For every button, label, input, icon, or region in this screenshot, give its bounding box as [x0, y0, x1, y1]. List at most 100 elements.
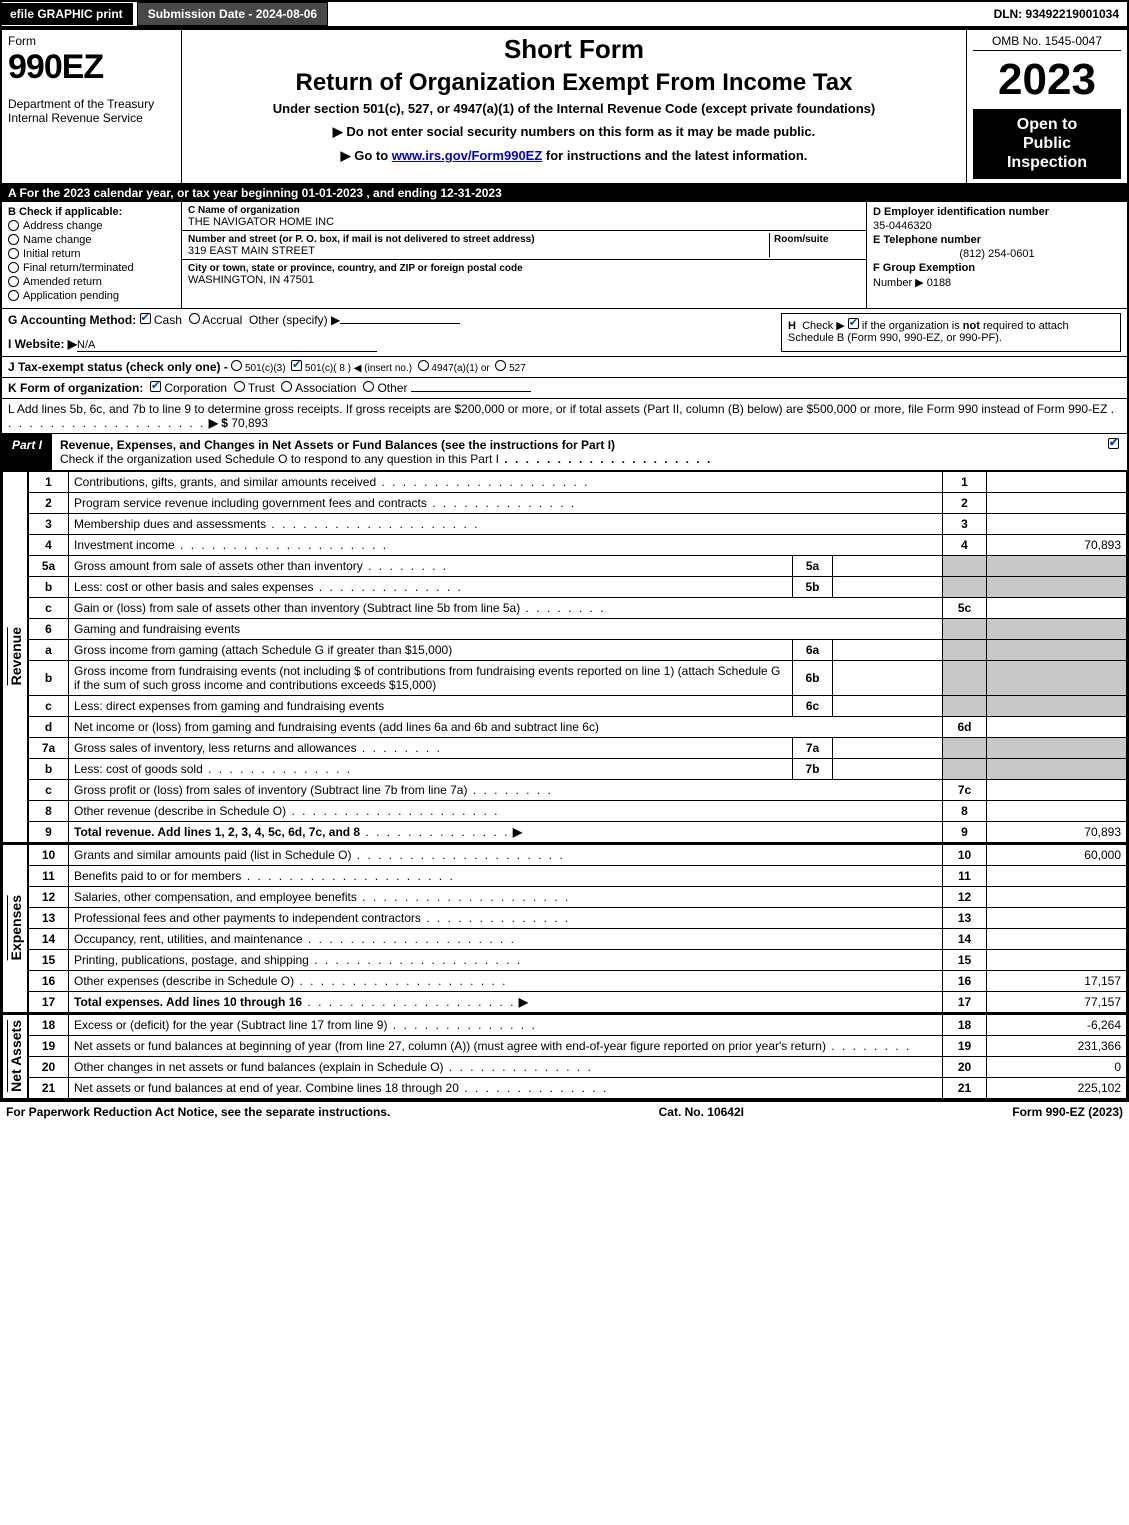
- chk-cash[interactable]: [140, 313, 151, 324]
- line21-value: 225,102: [987, 1077, 1127, 1098]
- section-b-title: B Check if applicable:: [8, 206, 175, 218]
- open-line1: Open to: [1017, 116, 1077, 133]
- instr2-pre: ▶ Go to: [341, 148, 392, 163]
- chk-name-change[interactable]: [8, 234, 19, 245]
- header-left: Form 990EZ Department of the Treasury In…: [2, 30, 182, 183]
- chk-association[interactable]: [281, 381, 292, 392]
- page-footer: For Paperwork Reduction Act Notice, see …: [0, 1102, 1129, 1122]
- open-line2: Public: [1023, 135, 1071, 152]
- street-label: Number and street (or P. O. box, if mail…: [188, 234, 535, 245]
- line16-value: 17,157: [987, 970, 1127, 991]
- opt-corporation: Corporation: [164, 381, 227, 395]
- chk-501c[interactable]: [291, 360, 302, 371]
- city-value: WASHINGTON, IN 47501: [188, 274, 314, 286]
- line19-value: 231,366: [987, 1035, 1127, 1056]
- opt-address-change: Address change: [23, 220, 103, 232]
- f-label2: Number ▶: [873, 277, 924, 289]
- chk-other-org[interactable]: [363, 381, 374, 392]
- short-form-title: Short Form: [188, 34, 960, 65]
- street-value: 319 EAST MAIN STREET: [188, 245, 315, 257]
- row-gh: G Accounting Method: Cash Accrual Other …: [2, 309, 1127, 357]
- form-word: Form: [8, 34, 175, 48]
- chk-amended-return[interactable]: [8, 276, 19, 287]
- line10-value: 60,000: [987, 844, 1127, 865]
- chk-application-pending[interactable]: [8, 290, 19, 301]
- header-right: OMB No. 1545-0047 2023 Open to Public In…: [967, 30, 1127, 183]
- return-title: Return of Organization Exempt From Incom…: [188, 69, 960, 97]
- part-1-sub: Check if the organization used Schedule …: [60, 452, 499, 466]
- chk-part1-schedule-o[interactable]: [1108, 438, 1119, 449]
- g-label: G Accounting Method:: [8, 313, 136, 327]
- dln-label: DLN: 93492219001034: [986, 3, 1127, 25]
- irs-link[interactable]: www.irs.gov/Form990EZ: [392, 148, 543, 163]
- other-org-input[interactable]: [411, 391, 531, 392]
- chk-initial-return[interactable]: [8, 248, 19, 259]
- revenue-section: Revenue 1Contributions, gifts, grants, a…: [2, 471, 1127, 844]
- omb-number: OMB No. 1545-0047: [973, 34, 1121, 51]
- ein-value: 35-0446320: [873, 220, 1121, 232]
- open-line3: Inspection: [1007, 154, 1087, 171]
- d-label: D Employer identification number: [873, 206, 1049, 218]
- opt-name-change: Name change: [23, 234, 92, 246]
- chk-trust[interactable]: [234, 381, 245, 392]
- opt-initial-return: Initial return: [23, 248, 80, 260]
- instruction-2: ▶ Go to www.irs.gov/Form990EZ for instru…: [188, 148, 960, 164]
- section-def: D Employer identification number 35-0446…: [867, 202, 1127, 308]
- j-label: J Tax-exempt status (check only one) -: [8, 360, 228, 374]
- opt-application-pending: Application pending: [23, 290, 119, 302]
- footer-right: Form 990-EZ (2023): [1012, 1105, 1123, 1119]
- group-exemption-value: 0188: [927, 277, 951, 289]
- chk-accrual[interactable]: [189, 313, 200, 324]
- chk-527[interactable]: [495, 360, 506, 371]
- row-l: L Add lines 5b, 6c, and 7b to line 9 to …: [2, 399, 1127, 434]
- opt-501c3: 501(c)(3): [245, 363, 286, 374]
- opt-trust: Trust: [248, 381, 275, 395]
- part-1-badge: Part I: [2, 434, 52, 470]
- h-text: H Check ▶ if the organization is not req…: [788, 320, 1069, 344]
- opt-accrual: Accrual: [202, 313, 242, 327]
- tax-year: 2023: [973, 55, 1121, 105]
- header-center: Short Form Return of Organization Exempt…: [182, 30, 967, 183]
- opt-501c: 501(c)( 8 ) ◀ (insert no.): [305, 363, 412, 374]
- net-assets-table: 18Excess or (deficit) for the year (Subt…: [28, 1014, 1127, 1099]
- l-text: L Add lines 5b, 6c, and 7b to line 9 to …: [8, 402, 1107, 416]
- opt-other: Other (specify) ▶: [249, 313, 340, 327]
- chk-corporation[interactable]: [150, 381, 161, 392]
- other-specify-input[interactable]: [340, 323, 460, 324]
- e-label: E Telephone number: [873, 234, 981, 246]
- line17-value: 77,157: [987, 991, 1127, 1012]
- submission-date-button[interactable]: Submission Date - 2024-08-06: [137, 2, 328, 26]
- form-number: 990EZ: [8, 48, 175, 87]
- expenses-section: Expenses 10Grants and similar amounts pa…: [2, 844, 1127, 1014]
- opt-final-return: Final return/terminated: [23, 262, 134, 274]
- section-bcdef: B Check if applicable: Address change Na…: [2, 202, 1127, 309]
- opt-cash: Cash: [154, 313, 182, 327]
- instr2-post: for instructions and the latest informat…: [542, 148, 807, 163]
- net-assets-section: Net Assets 18Excess or (deficit) for the…: [2, 1014, 1127, 1100]
- part-1-title: Revenue, Expenses, and Changes in Net As…: [52, 434, 1100, 470]
- efile-print-button[interactable]: efile GRAPHIC print: [2, 3, 133, 25]
- row-j: J Tax-exempt status (check only one) - 5…: [2, 357, 1127, 378]
- gross-receipts-value: 70,893: [231, 416, 268, 430]
- chk-4947[interactable]: [418, 360, 429, 371]
- website-value: N/A: [77, 339, 377, 352]
- revenue-tab: Revenue: [7, 627, 24, 685]
- i-label: I Website: ▶: [8, 337, 77, 351]
- chk-501c3[interactable]: [231, 360, 242, 371]
- opt-amended-return: Amended return: [23, 276, 102, 288]
- revenue-table: 1Contributions, gifts, grants, and simil…: [28, 471, 1127, 843]
- org-name: THE NAVIGATOR HOME INC: [188, 216, 334, 228]
- row-k: K Form of organization: Corporation Trus…: [2, 378, 1127, 399]
- line9-value: 70,893: [987, 821, 1127, 842]
- c-label: C Name of organization: [188, 205, 300, 216]
- line20-value: 0: [987, 1056, 1127, 1077]
- chk-schedule-b[interactable]: [848, 318, 859, 329]
- k-label: K Form of organization:: [8, 381, 143, 395]
- chk-address-change[interactable]: [8, 220, 19, 231]
- chk-final-return[interactable]: [8, 262, 19, 273]
- line18-value: -6,264: [987, 1014, 1127, 1035]
- section-c: C Name of organization THE NAVIGATOR HOM…: [182, 202, 867, 308]
- f-label: F Group Exemption: [873, 262, 975, 274]
- section-b: B Check if applicable: Address change Na…: [2, 202, 182, 308]
- opt-527: 527: [509, 363, 526, 374]
